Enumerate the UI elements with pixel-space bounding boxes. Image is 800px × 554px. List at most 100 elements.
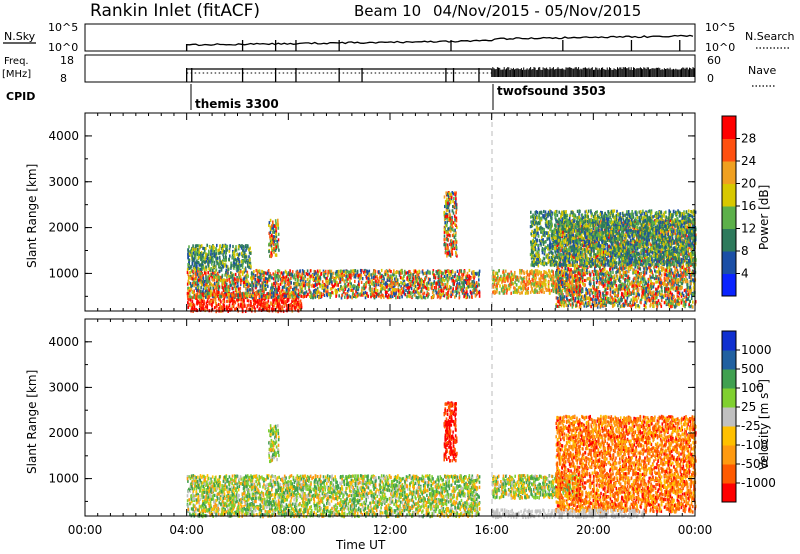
scatter-cell bbox=[463, 282, 465, 285]
scatter-cell bbox=[263, 287, 265, 290]
scatter-cell bbox=[349, 279, 351, 282]
scatter-cell bbox=[335, 292, 337, 295]
scatter-cell bbox=[461, 270, 463, 273]
scatter-cell bbox=[297, 271, 299, 274]
scatter-cell bbox=[435, 282, 437, 285]
scatter-cell bbox=[426, 282, 428, 285]
scatter-cell bbox=[198, 285, 200, 288]
scatter-cell bbox=[287, 273, 289, 276]
scatter-cell bbox=[456, 206, 458, 209]
scatter-cell bbox=[307, 278, 309, 281]
scatter-cell bbox=[444, 228, 446, 231]
scatter-cell bbox=[246, 247, 248, 250]
scatter-cell bbox=[239, 260, 241, 263]
scatter-cell bbox=[438, 290, 440, 293]
nave-tick-top: 60 bbox=[707, 54, 721, 67]
scatter-cell bbox=[519, 292, 521, 295]
scatter-cell bbox=[327, 286, 329, 289]
scatter-cell bbox=[302, 282, 304, 285]
scatter-cell bbox=[277, 219, 279, 222]
scatter-cell bbox=[340, 278, 342, 281]
scatter-cell bbox=[454, 296, 456, 299]
scatter-cell bbox=[531, 287, 533, 290]
scatter-cell bbox=[219, 256, 221, 259]
scatter-cell bbox=[347, 275, 349, 278]
scatter-cell bbox=[222, 245, 224, 248]
scatter-cell bbox=[228, 289, 230, 292]
scatter-cell bbox=[532, 279, 534, 282]
scatter-cell bbox=[234, 277, 236, 280]
scatter-cell bbox=[278, 233, 280, 236]
scatter-cell bbox=[398, 290, 400, 293]
scatter-cell bbox=[470, 291, 472, 294]
scatter-cell bbox=[198, 256, 200, 259]
scatter-cell bbox=[335, 289, 337, 292]
scatter-cell bbox=[377, 289, 379, 292]
scatter-cell bbox=[551, 289, 553, 292]
scatter-cell bbox=[416, 280, 418, 283]
scatter-cell bbox=[553, 277, 555, 280]
scatter-cell bbox=[499, 291, 501, 294]
scatter-cell bbox=[209, 292, 211, 295]
scatter-cell bbox=[222, 282, 224, 285]
scatter-cell bbox=[203, 283, 205, 286]
scatter-cell bbox=[300, 276, 302, 279]
scatter-cell bbox=[457, 284, 459, 287]
scatter-cell bbox=[435, 276, 437, 279]
scatter-cell bbox=[551, 284, 553, 287]
scatter-cell bbox=[223, 304, 225, 307]
scatter-cell bbox=[510, 279, 512, 282]
scatter-cell bbox=[269, 279, 271, 282]
scatter-cell bbox=[407, 271, 409, 274]
scatter-cell bbox=[283, 276, 285, 279]
scatter-cell bbox=[208, 261, 210, 264]
scatter-cell bbox=[205, 296, 207, 299]
scatter-cell bbox=[427, 292, 429, 295]
scatter-cell bbox=[277, 269, 279, 272]
scatter-cell bbox=[469, 295, 471, 298]
scatter-cell bbox=[263, 278, 265, 281]
scatter-cell bbox=[534, 291, 536, 294]
scatter-cell bbox=[304, 291, 306, 294]
scatter-cell bbox=[266, 304, 268, 307]
scatter-cell bbox=[442, 278, 444, 281]
scatter-cell bbox=[454, 223, 456, 226]
scatter-cell bbox=[455, 191, 457, 194]
scatter-cell bbox=[191, 269, 193, 272]
scatter-cell bbox=[392, 276, 394, 279]
scatter-cell bbox=[443, 288, 445, 291]
scatter-cell bbox=[257, 305, 259, 308]
scatter-cell bbox=[215, 252, 217, 255]
scatter-cell bbox=[190, 277, 192, 280]
scatter-cell bbox=[231, 274, 233, 277]
scatter-cell bbox=[371, 282, 373, 285]
scatter-cell bbox=[452, 209, 454, 212]
scatter-cell bbox=[290, 281, 292, 284]
scatter-cell bbox=[493, 278, 495, 281]
scatter-cell bbox=[255, 284, 257, 287]
scatter-cell bbox=[320, 273, 322, 276]
scatter-cell bbox=[445, 221, 447, 224]
scatter-cell bbox=[246, 255, 248, 258]
scatter-cell bbox=[304, 277, 306, 280]
scatter-cell bbox=[210, 294, 212, 297]
scatter-cell bbox=[316, 283, 318, 286]
scatter-cell bbox=[328, 271, 330, 274]
scatter-cell bbox=[463, 295, 465, 298]
scatter-cell bbox=[455, 238, 457, 241]
scatter-cell bbox=[273, 251, 275, 254]
scatter-cell bbox=[315, 284, 317, 287]
scatter-cell bbox=[251, 277, 253, 280]
scatter-cell bbox=[226, 249, 228, 252]
scatter-cell bbox=[521, 282, 523, 285]
scatter-cell bbox=[219, 264, 221, 267]
scatter-cell bbox=[444, 235, 446, 238]
scatter-cell bbox=[243, 252, 245, 255]
scatter-cell bbox=[319, 269, 321, 272]
scatter-cell bbox=[255, 274, 257, 277]
scatter-cell bbox=[190, 299, 192, 302]
scatter-cell bbox=[198, 251, 200, 254]
scatter-cell bbox=[354, 269, 356, 272]
scatter-cell bbox=[475, 295, 477, 298]
scatter-cell bbox=[290, 286, 292, 289]
